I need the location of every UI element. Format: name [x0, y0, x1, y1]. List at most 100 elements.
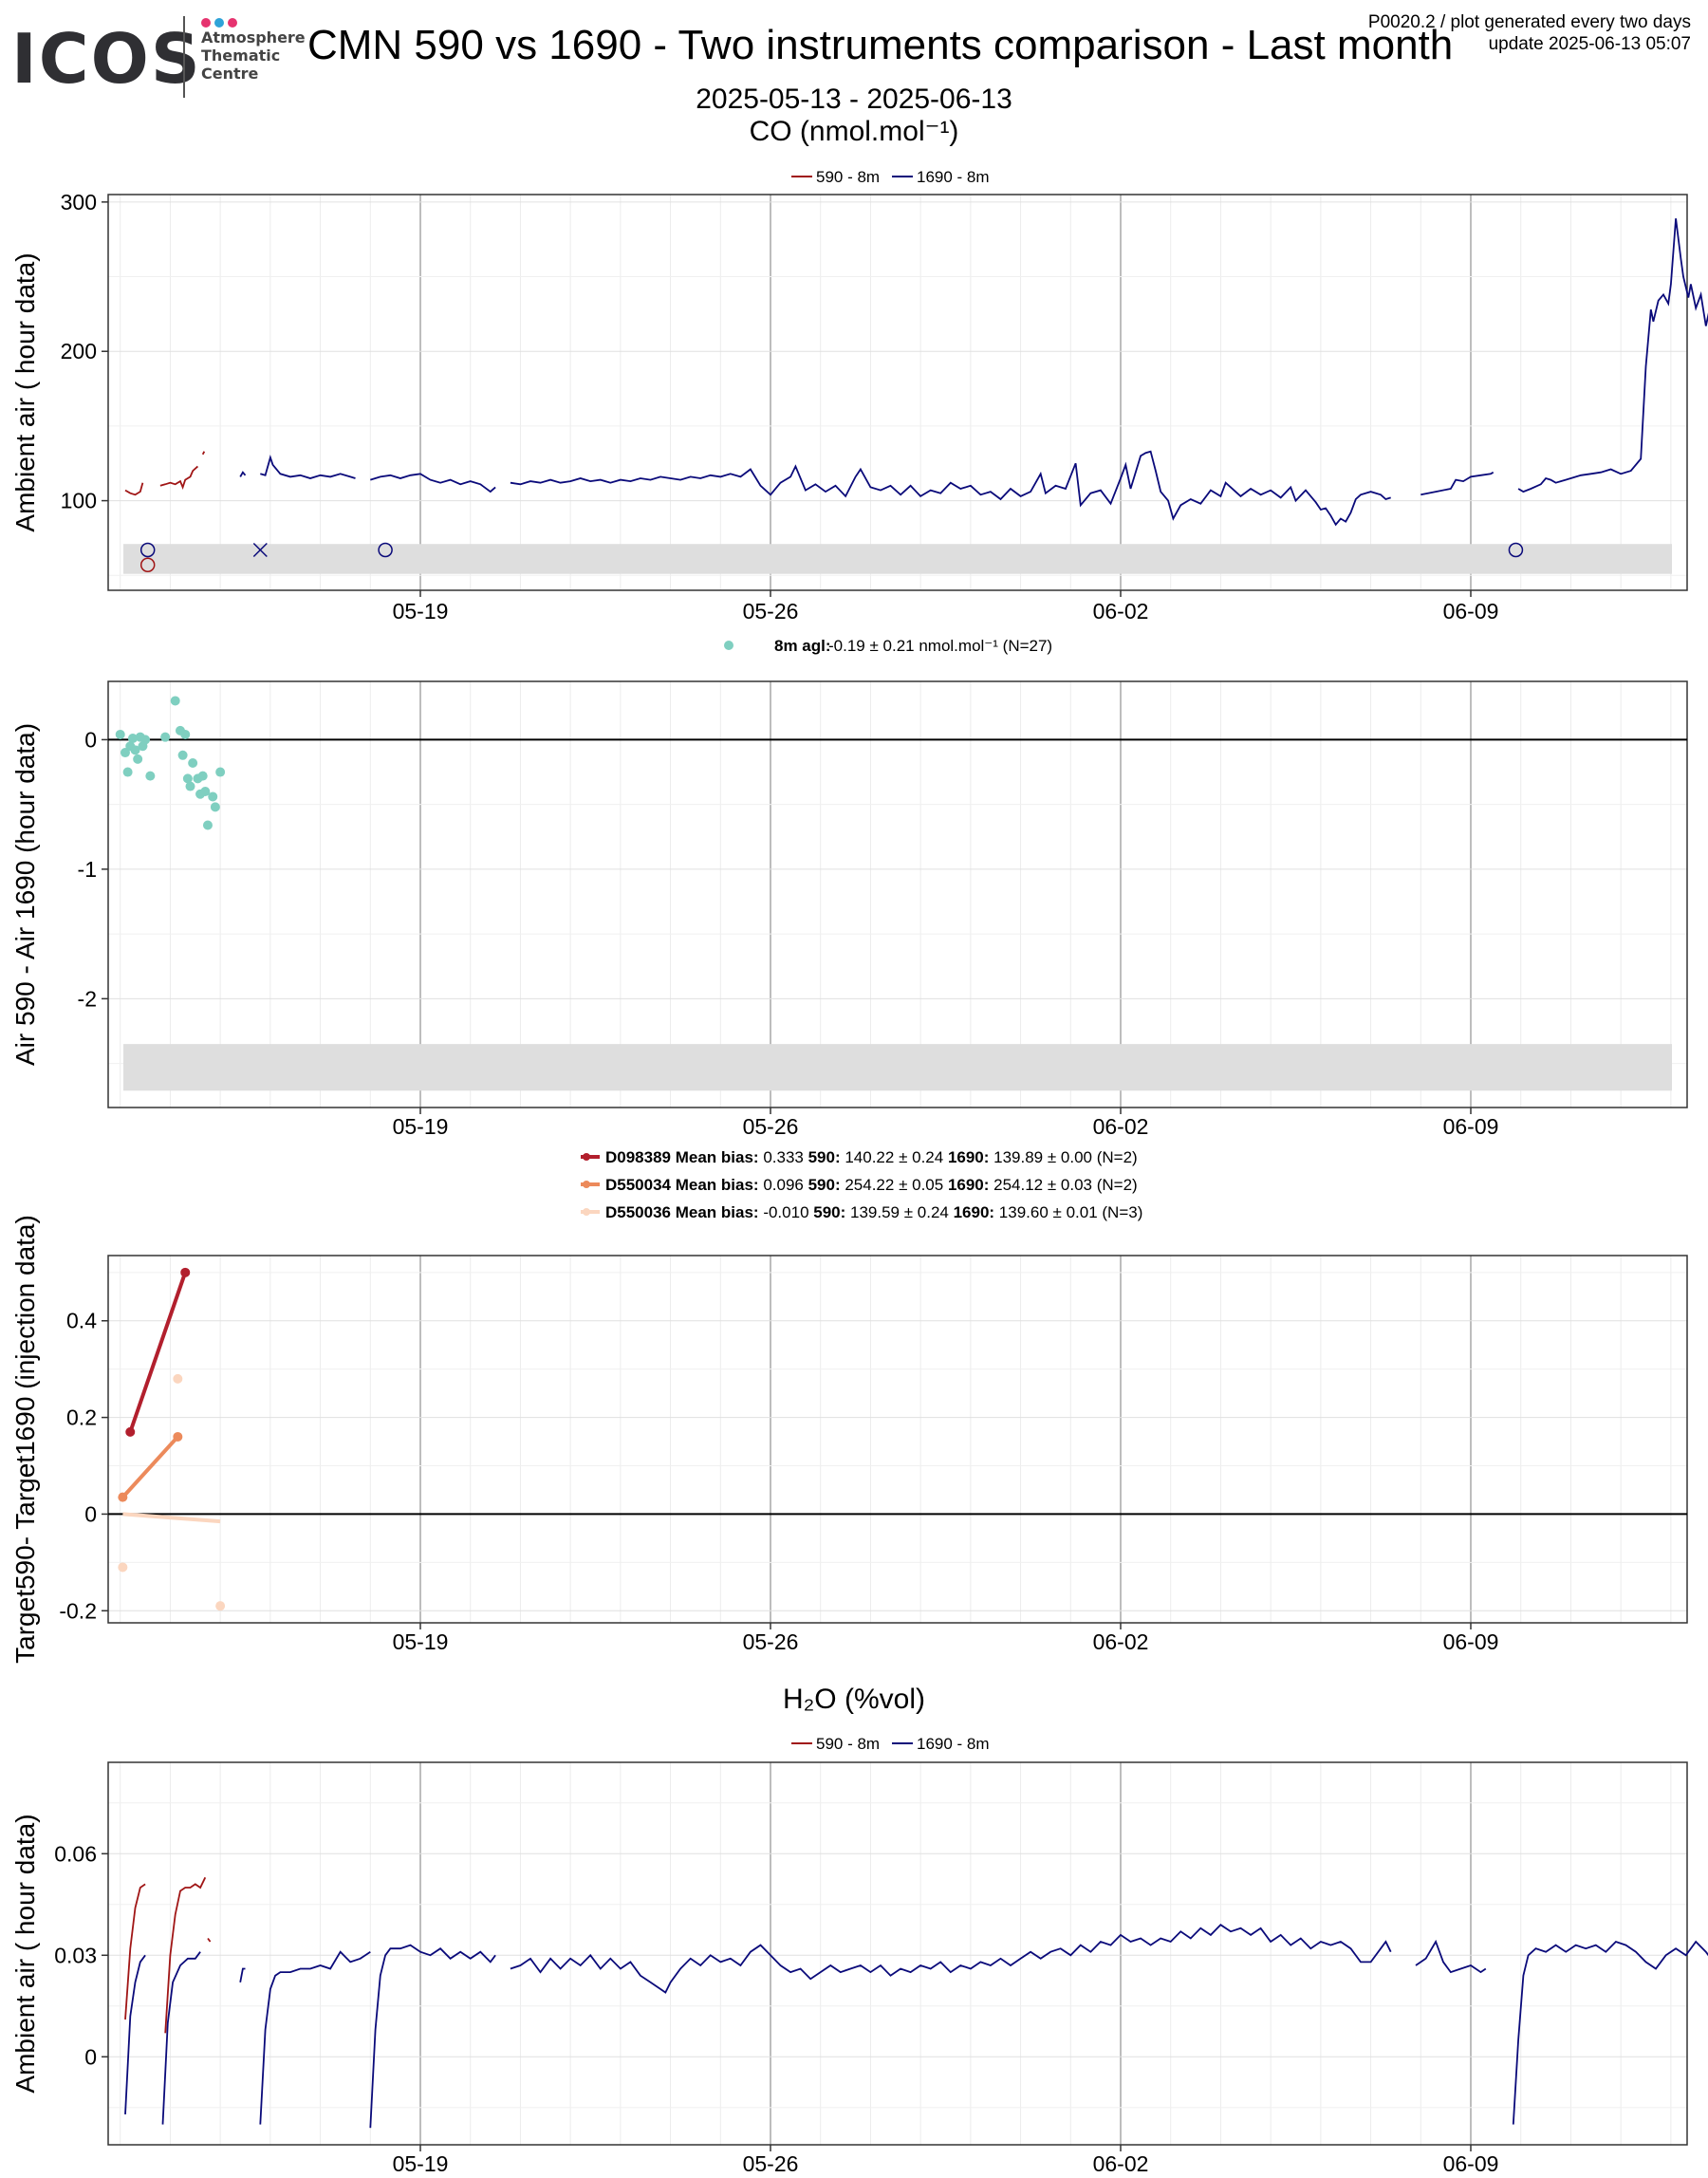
legend-text-part: 0.333 [759, 1148, 808, 1166]
data-point [115, 729, 125, 739]
y-tick-label: 0 [84, 2044, 97, 2069]
uncertainty-band [123, 1044, 1672, 1091]
logo-dots [201, 15, 241, 32]
data-point [130, 745, 140, 755]
series-line [510, 1924, 1392, 1994]
data-point [170, 696, 180, 706]
date-range: 2025-05-13 - 2025-06-13 [696, 84, 1012, 115]
logo-divider [183, 16, 185, 98]
x-tick-label: 05-26 [743, 2151, 799, 2176]
data-point [200, 787, 211, 797]
legend-text-part: 140.22 ± 0.24 [841, 1148, 948, 1166]
data-point [173, 1373, 183, 1384]
legend-text-part: 139.59 ± 0.24 [845, 1203, 953, 1221]
legend-label: 1690 - 8m [917, 168, 990, 186]
logo-dot-pink [201, 18, 211, 28]
data-point [210, 802, 220, 812]
legend-label: 1690 - 8m [917, 1735, 990, 1753]
x-tick-label: 05-19 [393, 599, 449, 624]
plot-frame [107, 1255, 1688, 1624]
legend-text-part: 590: [808, 1176, 841, 1194]
series-line [201, 451, 206, 456]
legend-text-part: 139.89 ± 0.00 (N=2) [989, 1148, 1137, 1166]
y-tick-label: 100 [61, 489, 97, 513]
legend-entry: D098389 Mean bias: 0.333 590: 140.22 ± 0… [605, 1148, 1138, 1166]
x-tick-label: 06-09 [1443, 1114, 1499, 1139]
legend-text-part: 1690: [948, 1148, 989, 1166]
data-point [185, 781, 195, 791]
legend-text-part: 1690: [948, 1176, 989, 1194]
data-point [180, 729, 191, 739]
x-tick-label: 06-09 [1443, 1629, 1499, 1654]
series-line [370, 473, 496, 493]
logo-sub-line-3: Centre [201, 65, 259, 83]
y-tick-label: -2 [78, 986, 97, 1011]
data-point [215, 1601, 226, 1611]
series-line [122, 1512, 221, 1524]
data-point [133, 754, 143, 764]
series-line [161, 1951, 201, 2125]
series-line [260, 454, 356, 479]
x-tick-label: 06-09 [1443, 599, 1499, 624]
plot-frame [107, 1761, 1688, 2146]
y-tick-label: 0 [84, 727, 97, 752]
legend-label: 590 - 8m [816, 168, 880, 186]
series-line [1517, 218, 1708, 493]
x-tick-label: 06-02 [1093, 599, 1149, 624]
marker-cross [252, 542, 268, 558]
y-axis-label: Ambient air ( hour data) [10, 1814, 40, 2093]
plot-frame [107, 194, 1688, 591]
x-tick-label: 05-26 [743, 599, 799, 624]
series-line [207, 1937, 212, 1943]
x-tick-label: 06-02 [1093, 1114, 1149, 1139]
series-line [128, 1272, 188, 1433]
legend-text-part: D550034 Mean bias: [605, 1176, 759, 1194]
logo-subtitle: Atmosphere Thematic Centre [201, 28, 306, 83]
y-axis-label: Target590- Target1690 (injection data) [10, 1215, 40, 1664]
panel-h2o_ambient: 0.06 0.03 0 05-19 05-26 06-02 06-09 Ambient air… [10, 1684, 1708, 2176]
series-line [259, 1950, 371, 2125]
y-tick-label: 200 [61, 339, 97, 363]
series-line [369, 1944, 496, 2129]
series-line [239, 471, 247, 477]
generation-info: P0020.2 / plot generated every two days … [1368, 11, 1691, 55]
section-title: H₂O (%vol) [783, 1684, 925, 1715]
marker-circle [139, 557, 156, 572]
data-point [177, 750, 188, 760]
update-time: update 2025-06-13 05:07 [1488, 34, 1691, 54]
data-point [215, 767, 226, 777]
marker-circle [1508, 542, 1524, 558]
legend-label: 8m agl: [774, 637, 831, 655]
y-tick-label: 300 [61, 190, 97, 214]
x-tick-label: 06-02 [1093, 2151, 1149, 2176]
y-tick-label: 0.06 [54, 1841, 97, 1866]
series-line [1420, 471, 1494, 496]
marker-circle [378, 542, 393, 558]
y-tick-label: -0.2 [59, 1598, 97, 1623]
logo-sub-line-2: Thematic [201, 47, 281, 65]
logo-dot-blue [214, 18, 224, 28]
y-tick-label: -1 [78, 857, 97, 882]
logo-sub-line-1: Atmosphere [201, 28, 306, 47]
plot-id: P0020.2 / plot generated every two days [1367, 12, 1691, 32]
legend-label: 590 - 8m [816, 1735, 880, 1753]
legend-text-part: D550036 Mean bias: [605, 1203, 759, 1221]
legend-text-part: 0.096 [759, 1176, 808, 1194]
x-tick-label: 05-26 [743, 1629, 799, 1654]
series-line [164, 1876, 207, 2034]
series-line [124, 482, 144, 496]
uncertainty-band [123, 544, 1672, 574]
data-point [120, 748, 130, 758]
data-point [160, 732, 171, 742]
legend-entry: D550034 Mean bias: 0.096 590: 254.22 ± 0… [605, 1176, 1138, 1194]
legend-entry: D550036 Mean bias: -0.010 590: 139.59 ± … [605, 1203, 1142, 1221]
x-tick-label: 06-09 [1443, 2151, 1499, 2176]
series-line [510, 450, 1391, 527]
data-point [208, 791, 218, 802]
legend-text-part: -0.010 [759, 1203, 814, 1221]
logo-dot-pink-2 [228, 18, 237, 28]
series-line [159, 465, 199, 490]
legend-text-part: 254.12 ± 0.03 (N=2) [989, 1176, 1137, 1194]
y-tick-label: 0.4 [66, 1309, 97, 1333]
